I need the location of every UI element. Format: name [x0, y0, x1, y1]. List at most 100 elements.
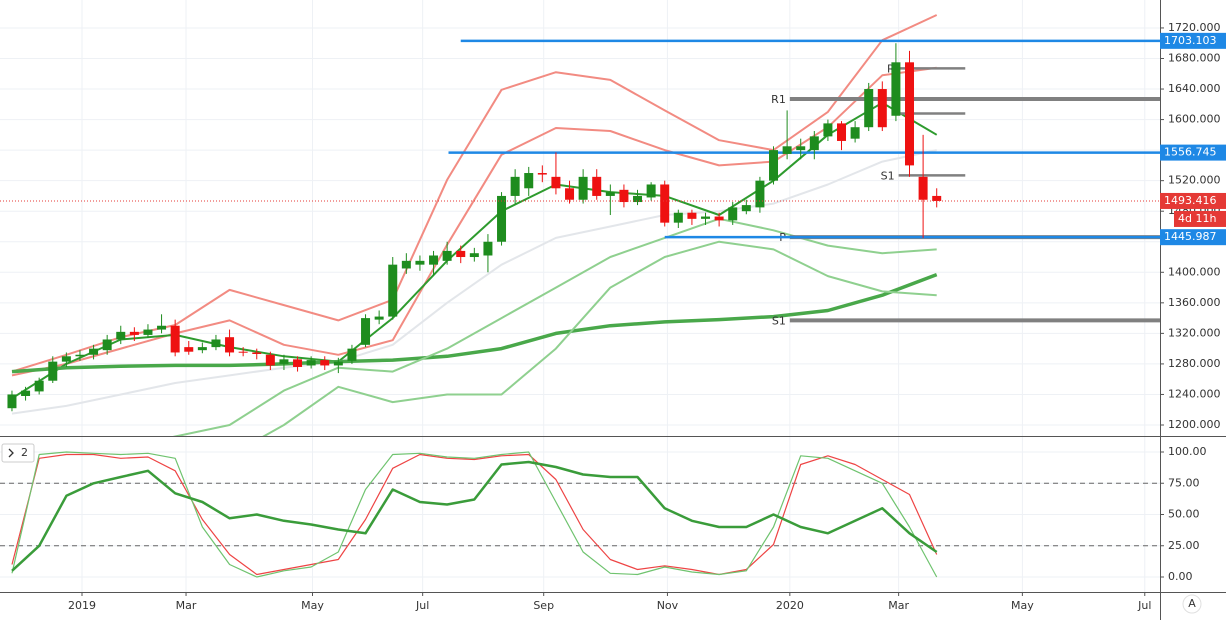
candle-body: [197, 347, 207, 351]
pane-selector[interactable]: 2: [1, 443, 35, 463]
candle-body: [116, 331, 126, 340]
candle-body: [728, 207, 738, 221]
candle-body: [673, 212, 683, 223]
level-badge: [1160, 144, 1226, 161]
y-tick-label: 1240.000: [1168, 387, 1221, 400]
level-badge-label: 1556.745: [1164, 146, 1217, 159]
y-tick-label: 0.00: [1168, 570, 1193, 583]
candle-body: [701, 216, 711, 219]
x-tick-label: 2019: [68, 599, 96, 612]
candle-body: [374, 316, 384, 320]
x-tick-label: Jul: [1137, 599, 1151, 612]
candle-body: [102, 339, 112, 351]
oscillator-pane: [0, 451, 1160, 578]
candle-body: [755, 180, 765, 208]
candle-body: [619, 189, 629, 203]
candle-body: [34, 380, 44, 392]
auto-button-label[interactable]: A: [1188, 597, 1196, 610]
candle-body: [21, 390, 31, 396]
x-tick-label: Mar: [888, 599, 909, 612]
y-tick-label: 100.00: [1168, 445, 1207, 458]
y-tick-label: 1400.000: [1168, 265, 1221, 278]
candle-body: [89, 348, 99, 355]
candle-body: [157, 325, 167, 330]
pivot-label: R: [887, 62, 895, 75]
x-tick-label: Mar: [176, 599, 197, 612]
candle-body: [918, 176, 928, 200]
candle-body: [782, 146, 792, 154]
level-badge: [1160, 229, 1226, 246]
candle-body: [687, 212, 697, 219]
candle-body: [429, 255, 439, 265]
candle-body: [61, 356, 71, 362]
pane-label: 2: [21, 446, 28, 459]
indicator-line: [11, 101, 938, 400]
candle-body: [592, 176, 602, 196]
x-tick-label: Sep: [533, 599, 554, 612]
candle-body: [211, 339, 221, 348]
candle-body: [469, 253, 479, 258]
candle-body: [605, 192, 615, 196]
candle-body: [225, 337, 235, 353]
pane-selector-box[interactable]: [1, 443, 35, 463]
candle-body: [769, 150, 779, 181]
candle-body: [48, 361, 58, 381]
x-tick-label: May: [301, 599, 324, 612]
level-badge-label: 1445.987: [1164, 230, 1217, 243]
y-tick-label: 1640.000: [1168, 82, 1221, 95]
y-tick-label: 75.00: [1168, 476, 1200, 489]
x-tick-label: May: [1011, 599, 1034, 612]
candle-body: [7, 394, 17, 409]
y-tick-label: 25.00: [1168, 539, 1200, 552]
candle-body: [551, 176, 561, 189]
candle-body: [388, 264, 398, 317]
candle-body: [524, 173, 534, 189]
candle-body: [932, 195, 942, 201]
candle-body: [333, 361, 343, 366]
candle-body: [320, 360, 330, 366]
candle-body: [75, 354, 85, 357]
candle-body: [864, 89, 874, 128]
level-badge: [1160, 32, 1226, 49]
candle-body: [660, 184, 670, 223]
axes: 1200.000 1240.000 1280.000 1320.000 1360.000…: [68, 21, 1226, 612]
price-badge: [1160, 192, 1226, 209]
x-tick-label: Jul: [415, 599, 429, 612]
candle-body: [809, 136, 819, 151]
candle-body: [646, 184, 656, 198]
chevron-icon: [8, 448, 14, 458]
countdown-label: 4d 11h: [1178, 212, 1216, 225]
pivot-label: S1: [881, 169, 895, 182]
y-tick-label: 1600.000: [1168, 113, 1221, 126]
candle-body: [796, 146, 806, 151]
auto-button-bg[interactable]: [1182, 594, 1202, 614]
candle-body: [850, 127, 860, 139]
candle-body: [891, 62, 901, 116]
candle-body: [510, 176, 520, 196]
candle-body: [129, 331, 139, 335]
candle-body: [741, 205, 751, 212]
y-tick-label: 1520.000: [1168, 174, 1221, 187]
countdown-badge: [1174, 210, 1226, 227]
indicator-line: [11, 149, 937, 415]
candle-body: [170, 325, 180, 353]
indicator-line: [11, 451, 938, 578]
candle-body: [293, 359, 303, 367]
candle-body: [837, 123, 847, 141]
y-tick-label: 1320.000: [1168, 326, 1221, 339]
candle-body: [633, 195, 643, 203]
main-grid: [0, 0, 1160, 436]
y-tick-label: 50.00: [1168, 508, 1200, 521]
pivot-label: R1: [771, 93, 786, 106]
y-tick-label: 1360.000: [1168, 296, 1221, 309]
indicator-line: [11, 460, 938, 572]
y-tick-label: 1720.000: [1168, 21, 1221, 34]
candle-body: [483, 241, 493, 256]
candle-body: [265, 354, 275, 366]
auto-scale-button[interactable]: A: [1182, 594, 1202, 614]
candle-body: [456, 250, 466, 258]
pivot-label: S1: [772, 314, 786, 327]
candle-body: [442, 250, 452, 261]
candle-body: [823, 123, 833, 137]
